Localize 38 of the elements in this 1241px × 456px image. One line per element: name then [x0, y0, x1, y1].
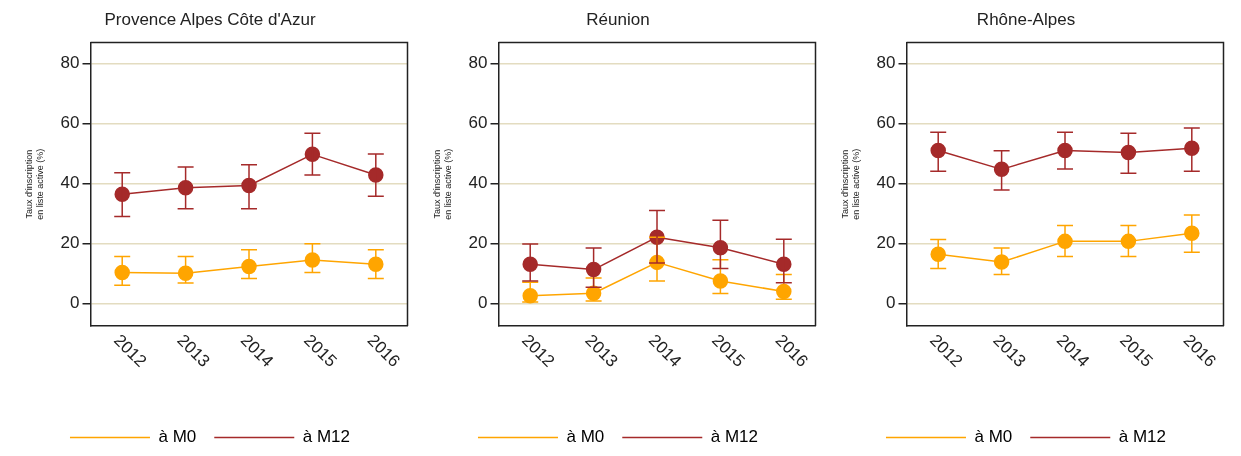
y-tick-label: 40: [60, 173, 80, 193]
y-tick-label: 40: [468, 173, 488, 193]
y-axis-title: Taux d'inscription en liste active (%): [431, 148, 453, 220]
y-tick-label: 80: [468, 53, 488, 73]
y-tick-label: 0: [478, 293, 488, 313]
chart-title: Réunion: [586, 9, 650, 29]
legend-label: à M0: [566, 427, 605, 447]
point: [177, 265, 194, 281]
y-tick-label: 0: [886, 293, 896, 313]
y-axis-title: Taux d'inscription en liste active (%): [839, 148, 861, 220]
y-tick-label: 60: [468, 113, 488, 133]
y-tick-label: 60: [60, 113, 80, 133]
y-tick-label: 80: [60, 53, 80, 73]
point: [993, 254, 1010, 270]
point: [712, 273, 729, 289]
legend-label: à M12: [302, 427, 351, 447]
point: [993, 161, 1010, 178]
y-tick-label: 40: [876, 173, 896, 193]
point: [712, 239, 729, 256]
y-tick-label: 80: [876, 53, 896, 73]
legend-label: à M12: [710, 427, 759, 447]
chart-title: Provence Alpes Côte d'Azur: [104, 9, 316, 29]
point: [304, 146, 321, 163]
chart-title: Rhône-Alpes: [976, 9, 1076, 29]
y-tick-label: 20: [876, 233, 896, 253]
y-tick-label: 0: [70, 293, 80, 313]
y-axis-title: Taux d'inscription en liste active (%): [23, 148, 45, 220]
point: [177, 179, 194, 196]
y-tick-label: 20: [60, 233, 80, 253]
y-tick-label: 20: [468, 233, 488, 253]
legend-label: à M0: [974, 427, 1013, 447]
point: [304, 252, 321, 268]
y-tick-label: 60: [876, 113, 896, 133]
point: [1120, 233, 1137, 250]
point: [585, 261, 602, 278]
point: [1120, 144, 1137, 161]
legend-label: à M0: [158, 427, 197, 447]
legend-label: à M12: [1118, 427, 1167, 447]
